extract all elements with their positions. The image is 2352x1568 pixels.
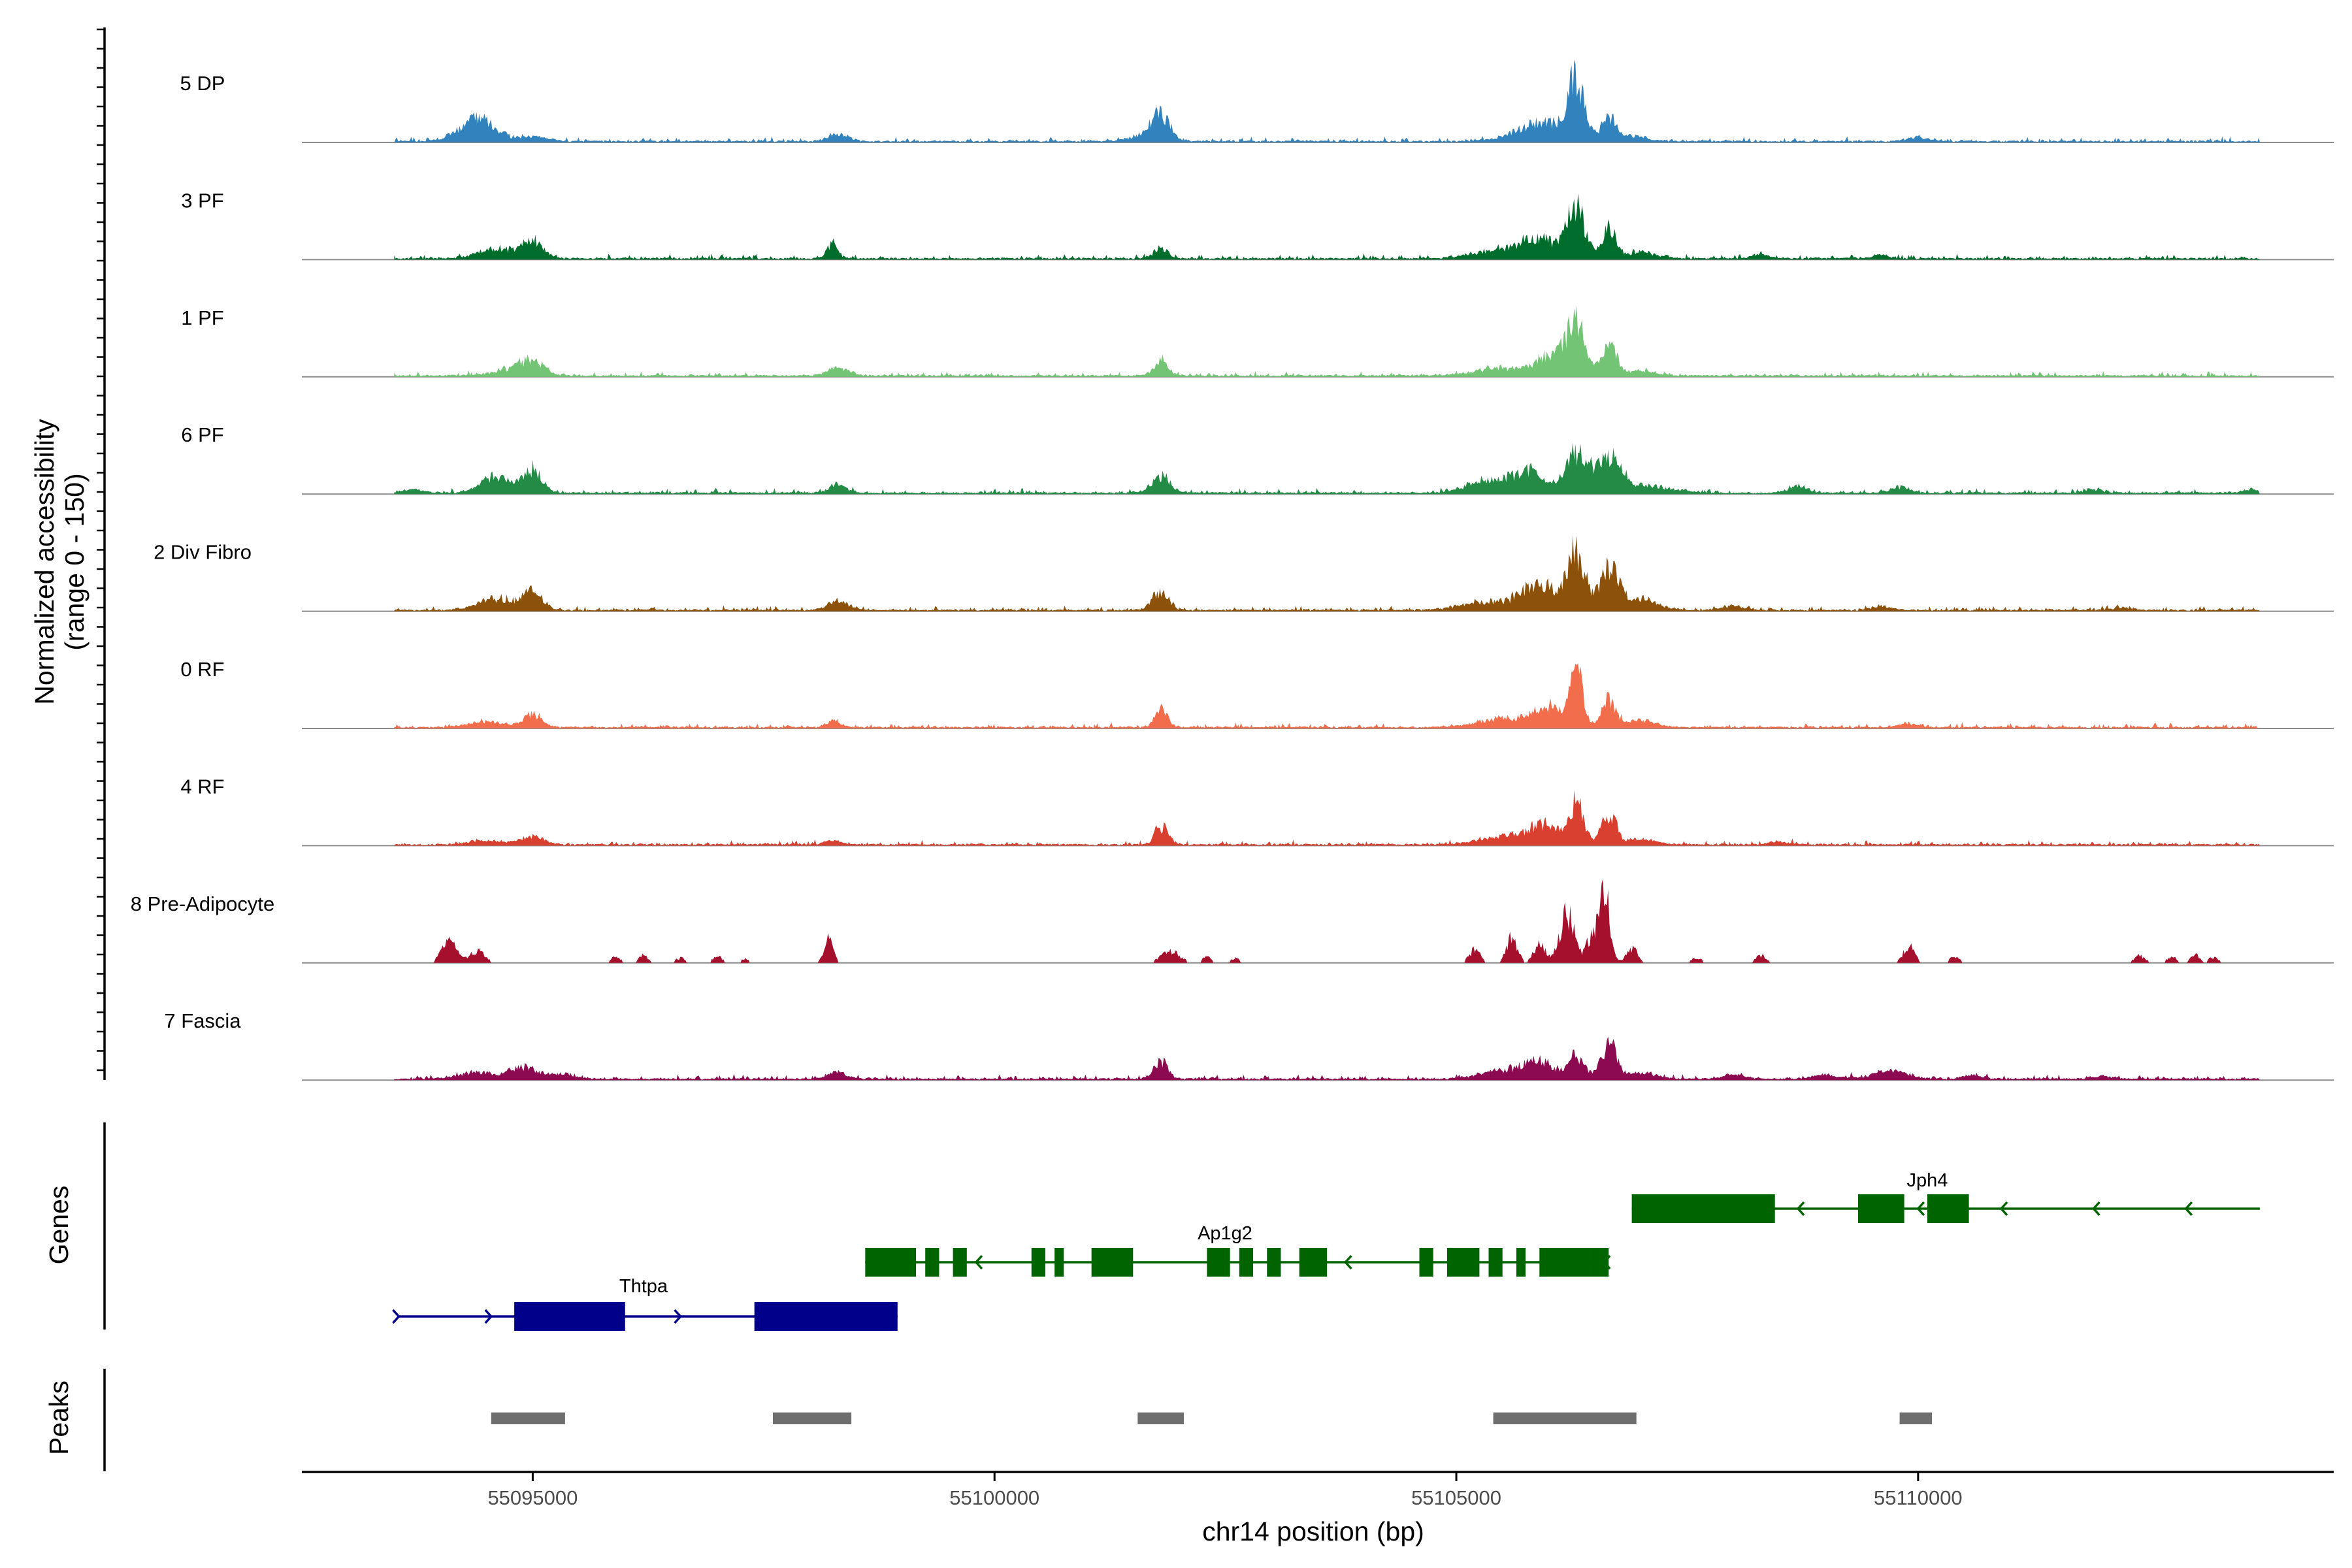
coverage-area: [394, 1036, 2260, 1081]
gene-exon: [1590, 1248, 1609, 1277]
gene-exon: [1857, 1194, 1904, 1223]
peaks-track-title: Peaks: [44, 1380, 74, 1455]
coverage-area: [394, 193, 2260, 260]
gene-exon: [514, 1302, 625, 1331]
gene-exon: [1091, 1248, 1134, 1277]
peak-region: [1493, 1413, 1637, 1424]
x-tick-label: 55095000: [487, 1486, 578, 1509]
gene-label: Jph4: [1907, 1170, 1948, 1191]
gene-exon: [1239, 1248, 1254, 1277]
track-label: 0 RF: [180, 658, 224, 681]
coverage-area: [394, 442, 2260, 495]
gene-label: Thtpa: [619, 1276, 668, 1297]
gene-exon: [1054, 1248, 1064, 1277]
peak-region: [491, 1413, 565, 1424]
gene-exon: [953, 1248, 967, 1277]
coverage-track: 6 PF: [181, 423, 2334, 495]
gene-label: Ap1g2: [1198, 1223, 1252, 1244]
coverage-track: 8 Pre-Adipocyte: [131, 879, 2334, 964]
strand-arrow: [1916, 1201, 1925, 1217]
coverage-area: [394, 790, 2260, 846]
gene-exon: [1267, 1248, 1281, 1277]
track-label: 6 PF: [181, 423, 223, 446]
coverage-area: [394, 306, 2260, 377]
genes-track-title: Genes: [44, 1186, 74, 1265]
peak-region: [1137, 1413, 1184, 1424]
strand-arrow: [2092, 1201, 2100, 1217]
coverage-track: 3 PF: [181, 189, 2334, 261]
track-label: 3 PF: [181, 189, 223, 212]
x-axis: 55095000 55100000 55105000 55110000: [302, 1471, 2334, 1509]
coverage-area: [394, 879, 2260, 963]
track-label: 5 DP: [180, 72, 225, 95]
strand-arrow: [484, 1309, 493, 1324]
gene-exon: [754, 1302, 898, 1331]
track-label: 1 PF: [181, 306, 223, 329]
gene-exon: [1516, 1248, 1526, 1277]
x-axis-title: chr14 position (bp): [1202, 1516, 1424, 1546]
coverage-track: 5 DP: [180, 59, 2334, 143]
strand-arrow: [2184, 1201, 2193, 1217]
gene-annotation-track: Thtpa Ap1g2 Jph4: [103, 1122, 2260, 1331]
gene-exon: [865, 1248, 917, 1277]
strand-arrow: [1796, 1201, 1805, 1217]
gene-exon: [1927, 1194, 1969, 1223]
coverage-track: 1 PF: [181, 306, 2334, 378]
strand-arrow: [392, 1309, 400, 1324]
strand-arrow: [1999, 1201, 2008, 1217]
track-label: 2 Div Fibro: [154, 541, 252, 564]
gene-model: Jph4: [1631, 1170, 2260, 1223]
coverage-track: 0 RF: [180, 658, 2334, 729]
strand-arrow: [1602, 1254, 1611, 1270]
peaks-track: [103, 1369, 1933, 1471]
track-label: 7 Fascia: [164, 1009, 241, 1032]
gene-exon: [1446, 1248, 1480, 1277]
coverage-track: 2 Div Fibro: [154, 534, 2334, 612]
strand-arrow: [1344, 1254, 1352, 1270]
coverage-area: [394, 59, 2260, 142]
coverage-track: 7 Fascia: [164, 1009, 2334, 1081]
strand-arrow: [974, 1254, 983, 1270]
gene-exon: [1539, 1248, 1591, 1277]
peak-region: [772, 1413, 852, 1424]
gene-exon: [1631, 1194, 1775, 1223]
gene-model: Thtpa: [392, 1276, 898, 1331]
x-tick-label: 55100000: [949, 1486, 1039, 1509]
coverage-track: 4 RF: [180, 775, 2334, 847]
x-tick-label: 55110000: [1874, 1486, 1963, 1509]
track-label: 8 Pre-Adipocyte: [131, 892, 275, 915]
gene-model: Ap1g2: [865, 1223, 1611, 1277]
gene-exon: [1031, 1248, 1045, 1277]
gene-exon: [1419, 1248, 1433, 1277]
gene-exon: [925, 1248, 939, 1277]
coverage-area: [394, 663, 2260, 728]
gene-exon: [1207, 1248, 1230, 1277]
gene-exon: [1488, 1248, 1503, 1277]
coverage-tracks: 5 DP 3 PF 1 PF 6 PF 2 Div Fibro 0 RF 4 RF 8 Pre…: [97, 27, 2334, 1081]
gene-exon: [1299, 1248, 1328, 1277]
y-axis-subtitle: (range 0 - 150): [59, 473, 90, 650]
y-axis-title: Normalized accessibility: [29, 419, 59, 705]
x-tick-label: 55105000: [1411, 1486, 1501, 1509]
strand-arrow: [674, 1309, 682, 1324]
track-label: 4 RF: [180, 775, 224, 798]
coverage-area: [394, 534, 2260, 612]
peak-region: [1899, 1413, 1933, 1424]
